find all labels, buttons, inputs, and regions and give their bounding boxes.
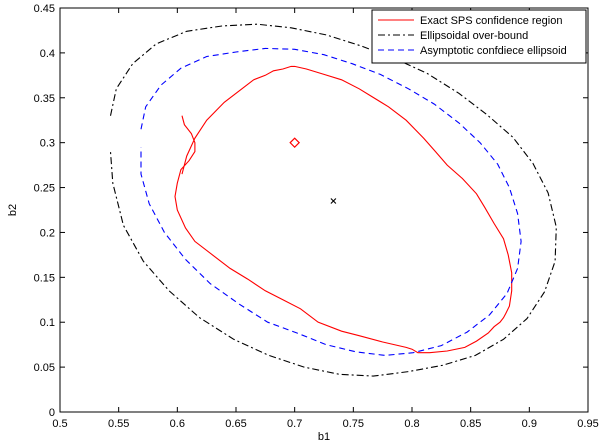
y-tick-label: 0.4 bbox=[40, 48, 55, 60]
x-axis-label: b1 bbox=[318, 431, 330, 443]
point-markers bbox=[289, 137, 337, 204]
x-tick-label: 0.65 bbox=[225, 418, 246, 430]
cross-stroke bbox=[330, 198, 337, 204]
x-tick-label: 0.8 bbox=[404, 418, 419, 430]
series-line-3 bbox=[140, 47, 522, 356]
y-tick-label: 0.1 bbox=[40, 317, 55, 329]
legend-label: Asymptotic confdiece ellipsoid bbox=[420, 45, 567, 57]
x-tick-label: 0.9 bbox=[522, 418, 537, 430]
x-tick-label: 0.95 bbox=[577, 418, 598, 430]
cross-marker bbox=[330, 198, 337, 204]
legend-label: Ellipsoidal over-bound bbox=[420, 30, 528, 42]
y-axis-label: b2 bbox=[7, 204, 19, 216]
series-line-1 bbox=[174, 65, 513, 354]
y-tick-label: 0.05 bbox=[34, 362, 55, 374]
legend: Exact SPS confidence region Ellipsoidal o… bbox=[371, 9, 587, 64]
x-tick-label: 0.85 bbox=[460, 418, 481, 430]
legend-label: Exact SPS confidence region bbox=[420, 15, 562, 27]
x-tick-label: 0.75 bbox=[343, 418, 364, 430]
x-tick-label: 0.55 bbox=[108, 418, 129, 430]
y-tick-label: 0.45 bbox=[34, 3, 55, 15]
series-line-2 bbox=[109, 23, 557, 377]
x-tick-label: 0.5 bbox=[52, 418, 67, 430]
y-tick-label: 0.25 bbox=[34, 183, 55, 195]
x-tick-label: 0.6 bbox=[170, 418, 185, 430]
x-tick-label: 0.7 bbox=[287, 418, 302, 430]
y-tick-label: 0.35 bbox=[34, 93, 55, 105]
plot-frame bbox=[59, 7, 589, 413]
y-tick-label: 0.15 bbox=[34, 272, 55, 284]
series-lines bbox=[109, 23, 557, 377]
y-tick-label: 0.3 bbox=[40, 138, 55, 150]
diamond-marker bbox=[289, 137, 301, 149]
legend-box bbox=[371, 9, 587, 64]
axes-ticks: 0.5 0.55 0.6 0.65 0.7 0.75 0.8 0.85 0.9 0.95 0 0.05… bbox=[34, 3, 599, 430]
y-tick-label: 0 bbox=[49, 407, 55, 419]
plot-area bbox=[59, 7, 589, 413]
y-tick-label: 0.2 bbox=[40, 227, 55, 239]
